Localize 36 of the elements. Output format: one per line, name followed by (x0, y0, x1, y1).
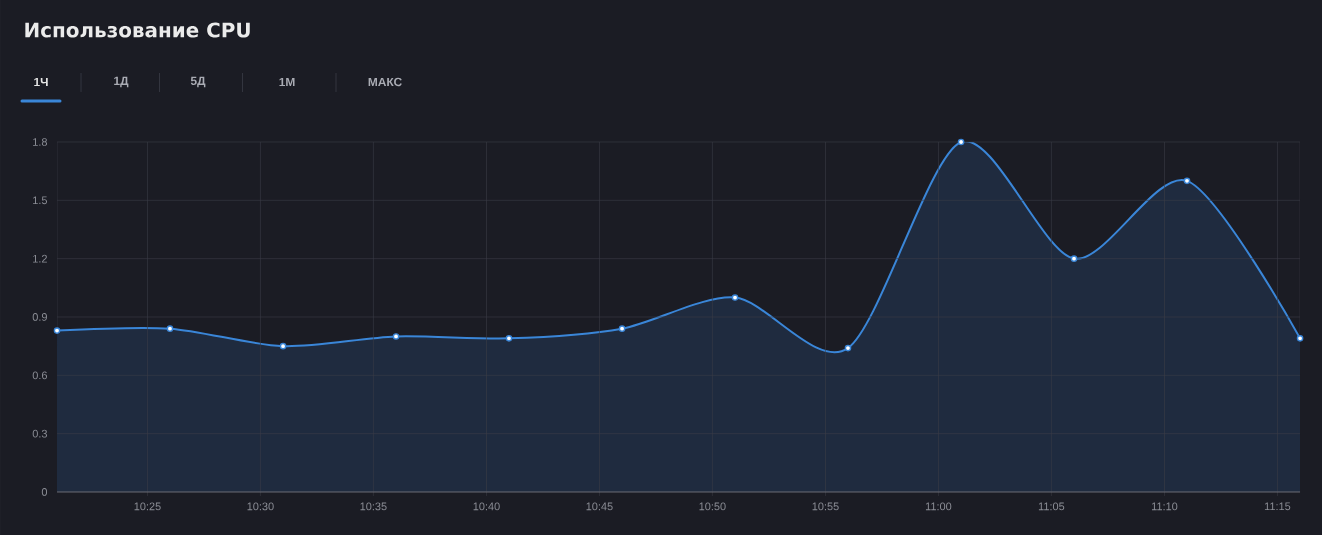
text: 1Д (114, 76, 129, 88)
point (1296, 335, 1304, 342)
point (957, 138, 965, 146)
x-tick-label: 10:40 (473, 502, 500, 511)
y-tick-label: 0.9 (32, 313, 47, 321)
y-tick-label: 0.6 (32, 371, 48, 380)
text: МАКС (368, 77, 402, 87)
y-tick-label: 1.2 (33, 254, 47, 263)
point (392, 333, 400, 340)
y-tick-label: 1.5 (33, 196, 48, 205)
x-tick-label: 11:05 (1038, 502, 1065, 511)
point (731, 294, 739, 301)
text: 5Д (190, 76, 206, 88)
x-tick-label: 10:50 (699, 502, 726, 511)
y-tick-label: 0.3 (32, 429, 48, 438)
x-tick-label: 10:55 (812, 502, 839, 511)
y-tick-label: 1.8 (33, 138, 48, 146)
point (1183, 177, 1191, 185)
x-tick-label: 10:45 (586, 502, 613, 511)
text: 1М (279, 77, 295, 87)
point (279, 342, 287, 350)
text: 1Ч (34, 77, 48, 87)
x-tick-label: 11:00 (925, 502, 952, 511)
chart-title: Использование CPU (25, 22, 250, 38)
point (53, 327, 61, 334)
point (618, 325, 626, 332)
point (1070, 255, 1078, 262)
x-tick-label: 10:35 (360, 502, 387, 511)
x-tick-label: 11:15 (1264, 502, 1291, 511)
y-tick-label: 0 (41, 488, 48, 496)
x-tick-label: 10:30 (247, 502, 274, 511)
point (505, 335, 513, 342)
point (844, 344, 852, 352)
point (166, 325, 174, 332)
x-tick-label: 11:10 (1152, 502, 1178, 511)
x-tick-label: 10:25 (134, 502, 161, 511)
